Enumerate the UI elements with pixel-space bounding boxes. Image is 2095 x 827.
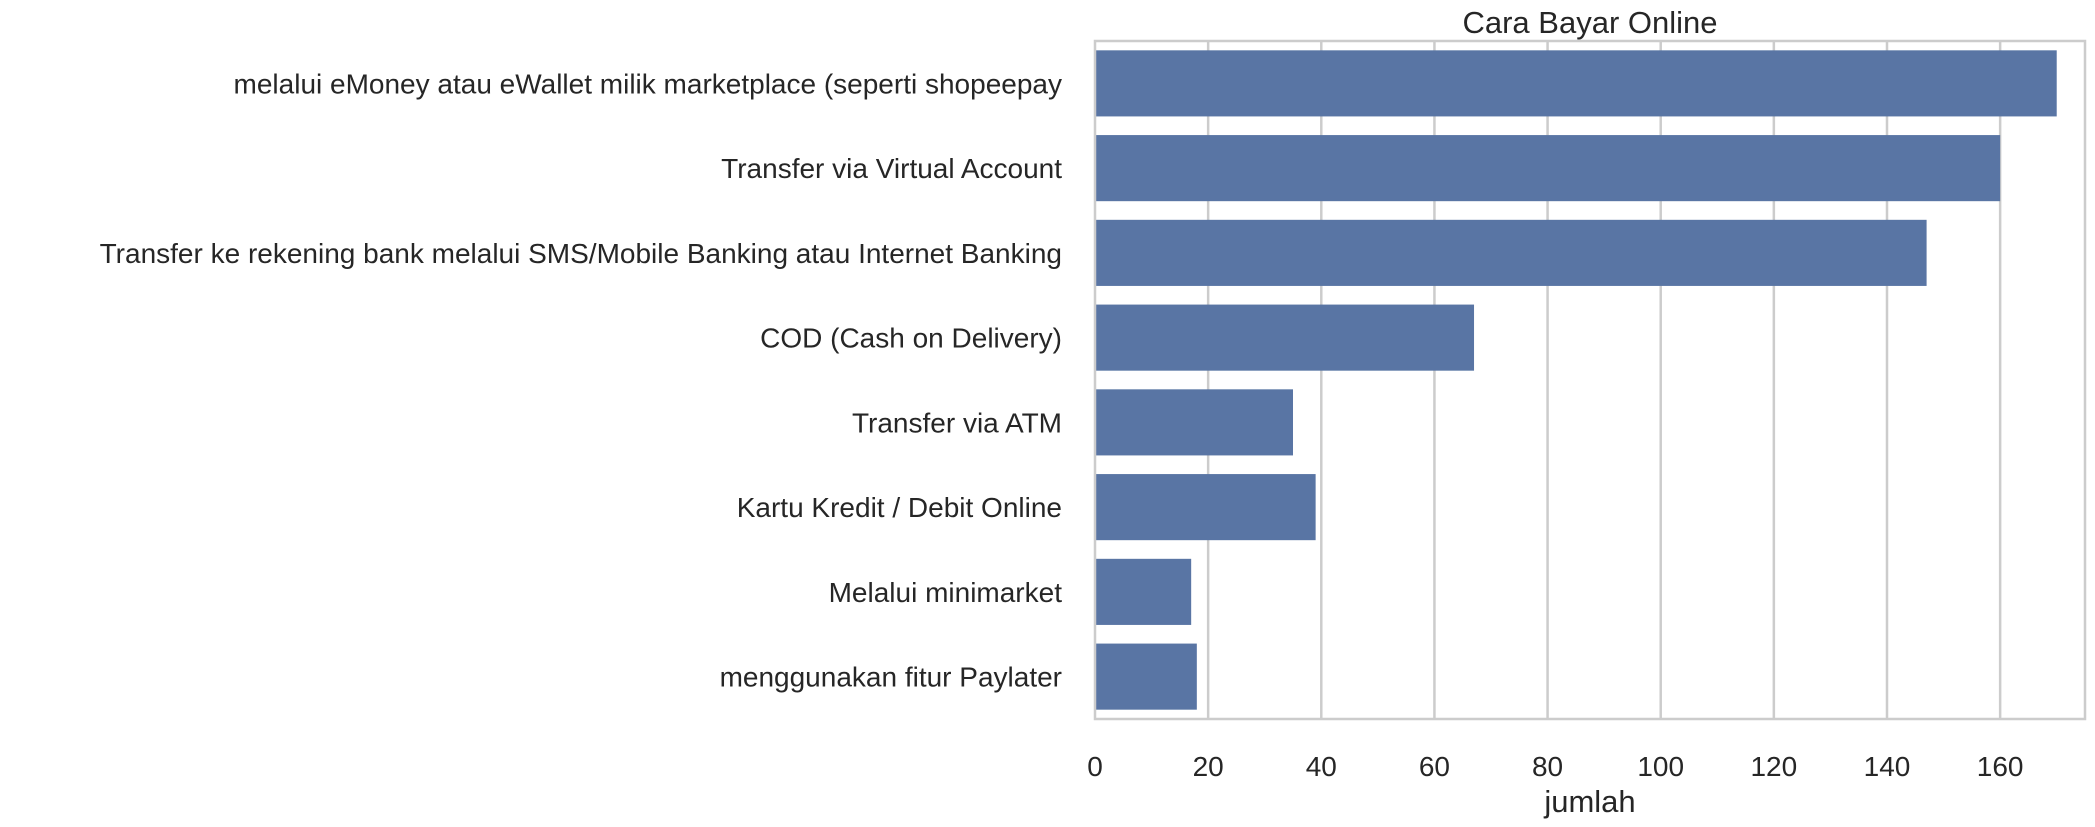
chart-title: Cara Bayar Online <box>1462 5 1717 40</box>
category-label: Melalui minimarket <box>829 577 1063 608</box>
plot-frame <box>1093 39 2087 721</box>
category-label: Transfer via Virtual Account <box>721 153 1062 184</box>
bar <box>1095 558 1192 625</box>
bar <box>1095 135 2001 202</box>
bars <box>1095 50 2057 710</box>
x-tick-label: 60 <box>1419 751 1450 782</box>
bar <box>1095 643 1197 710</box>
bar <box>1095 219 1927 286</box>
bar <box>1095 389 1293 456</box>
category-label: Transfer via ATM <box>852 407 1062 438</box>
x-tick-label: 120 <box>1750 751 1797 782</box>
x-tick-label: 0 <box>1087 751 1103 782</box>
x-axis-label: jumlah <box>1543 784 1635 819</box>
category-label: COD (Cash on Delivery) <box>760 323 1062 354</box>
x-tick-label: 160 <box>1977 751 2024 782</box>
bar <box>1095 474 1316 541</box>
category-label: Transfer ke rekening bank melalui SMS/Mo… <box>100 238 1062 269</box>
x-tick-label: 40 <box>1306 751 1337 782</box>
category-label: menggunakan fitur Paylater <box>720 662 1062 693</box>
x-tick-label: 100 <box>1637 751 1684 782</box>
x-tick-labels: 0 20 40 60 80 100 120 140 160 <box>1087 751 2023 782</box>
category-label: Kartu Kredit / Debit Online <box>737 492 1062 523</box>
x-tick-label: 80 <box>1532 751 1563 782</box>
bar <box>1095 304 1475 371</box>
category-labels: melalui eMoney atau eWallet milik market… <box>100 68 1063 692</box>
bar <box>1095 50 2057 117</box>
x-tick-label: 20 <box>1193 751 1224 782</box>
x-tick-label: 140 <box>1864 751 1911 782</box>
category-label: melalui eMoney atau eWallet milik market… <box>234 68 1062 99</box>
